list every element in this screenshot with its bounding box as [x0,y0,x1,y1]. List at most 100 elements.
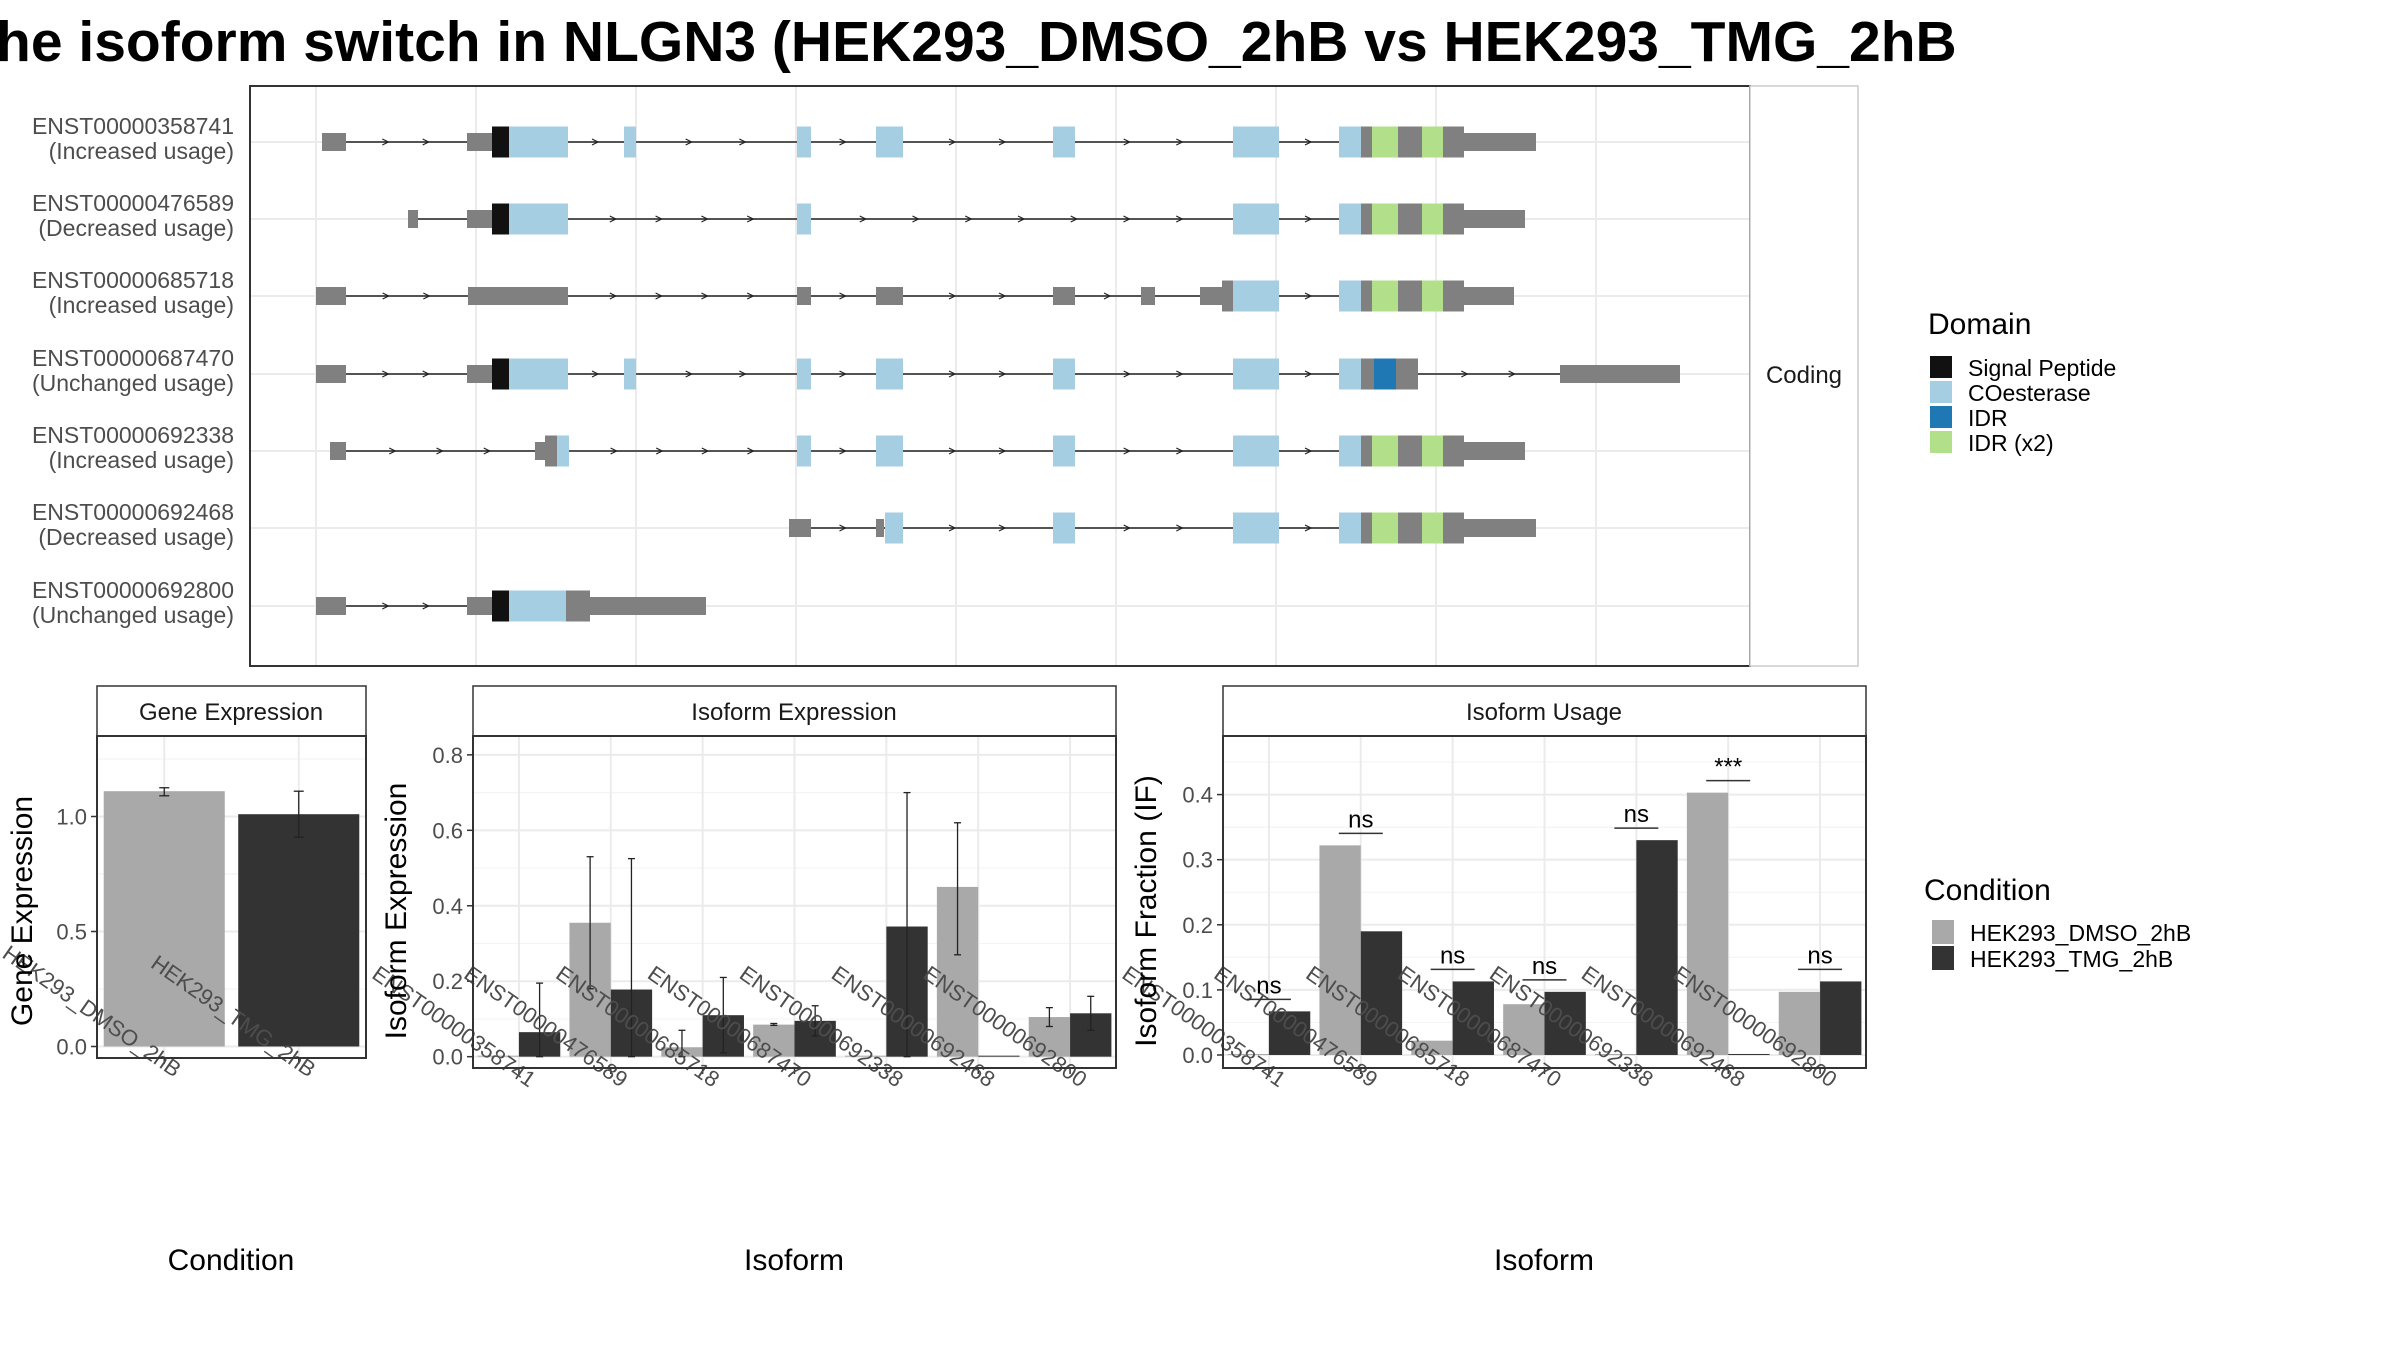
legend-key-tmg [1932,946,1954,970]
legend-label-tmg: HEK293_TMG_2hB [1970,946,2173,972]
intron-arrow [1176,524,1184,532]
intron-arrow [1123,447,1132,455]
intron-arrow [746,215,755,223]
intron-arrow [839,292,847,300]
legend-key-coesterase [1930,381,1952,403]
isoform-status-label: (Unchanged usage) [32,602,234,628]
legend-label-coesterase: COesterase [1968,380,2091,406]
exon-block [1361,203,1372,235]
bar [1360,931,1403,1055]
exon-block [1233,280,1279,312]
isoform-id-label: ENST00000692468 [32,499,234,525]
exon-block [885,512,903,544]
structure-isoform-labels: ENST00000358741(Increased usage)ENST0000… [32,113,234,628]
isoform-status-label: (Increased usage) [49,292,234,318]
isoform-id-label: ENST00000358741 [32,113,234,139]
significance-label: *** [1714,754,1742,781]
intron-arrow [701,215,709,223]
bar [1411,1040,1453,1055]
plot-border [472,735,1117,1069]
bar [1319,845,1361,1055]
intron-arrow [422,602,431,610]
bar [1636,840,1678,1055]
intron-arrow [685,138,694,146]
exon-block [1443,203,1464,235]
intron-arrow [382,138,390,146]
intron-arrow [998,447,1007,455]
exon-block [876,435,903,467]
exon-block [467,210,492,228]
intron-arrow [1123,138,1132,146]
isoform-status-label: (Decreased usage) [38,215,234,241]
bar [1227,1053,1269,1055]
legend-key-signal-peptide [1930,356,1952,378]
exon-block [1339,512,1361,544]
significance-label: ns [1256,972,1281,999]
exon-block [1361,435,1372,467]
intron-arrow [1304,370,1313,378]
intron-arrow [948,138,957,146]
exon-block [1361,280,1372,312]
exon-block [1422,203,1443,235]
exon-block [789,519,811,537]
exon-block [535,442,545,460]
intron-arrow [1070,215,1079,223]
exon-block [624,126,636,158]
bar [1544,991,1586,1055]
intron-arrow [1508,370,1517,378]
y-tick-label: 0.1 [1182,978,1213,1003]
exon-block [509,358,568,390]
transcript-track [316,280,1514,312]
exon-block [876,287,903,305]
exon-block [492,358,509,390]
intron-arrow [1304,215,1313,223]
y-tick-label: 0.2 [432,969,463,994]
intron-arrow [998,370,1007,378]
bar [1268,1011,1311,1055]
intron-arrow [739,138,747,146]
intron-arrow [948,524,957,532]
intron-arrow [839,370,847,378]
isoform-usage-y-axis-title: Isoform Fraction (IF) [1130,775,1163,1047]
exon-block [797,358,811,390]
exon-block [1053,287,1075,305]
isoform-id-label: ENST00000692338 [32,422,234,448]
bar [1686,792,1729,1055]
intron-arrow [655,292,663,300]
intron-arrow [1176,447,1184,455]
exon-block [492,126,509,158]
transcript-track [322,126,1536,158]
exon-block [1233,435,1279,467]
exon-block [797,435,811,467]
transcript-track [316,590,706,622]
exon-block [1339,435,1361,467]
domain-legend: Domain Signal Peptide COesterase IDR IDR… [1928,308,2116,456]
intron-arrow [1176,370,1184,378]
exon-block [492,590,509,622]
intron-arrow [1461,370,1469,378]
bar [753,1024,795,1057]
transcript-track [789,512,1536,544]
isoform-status-label: (Unchanged usage) [32,370,234,396]
significance-label: ns [1440,942,1465,969]
exon-block [509,126,568,158]
coding-facet-strip [1749,85,1859,667]
exon-block [1398,435,1422,467]
exon-block [1398,280,1422,312]
bar [238,814,360,1047]
intron-arrow [998,138,1007,146]
y-tick-label: 0.8 [432,743,463,768]
exon-block [316,287,346,305]
exon-block [624,358,636,390]
significance-label: ns [1348,806,1373,833]
exon-block [1422,435,1443,467]
isoform-status-label: (Increased usage) [49,138,234,164]
exon-block [322,133,346,151]
isoform-usage-strip [1222,685,1867,737]
intron-arrow [685,370,694,378]
isoform-status-label: (Increased usage) [49,447,234,473]
figure-title: he isoform switch in NLGN3 (HEK293_DMSO_… [0,10,1957,74]
exon-block [1464,519,1536,537]
bar [1452,981,1494,1055]
y-tick-label: 1.0 [56,805,87,830]
